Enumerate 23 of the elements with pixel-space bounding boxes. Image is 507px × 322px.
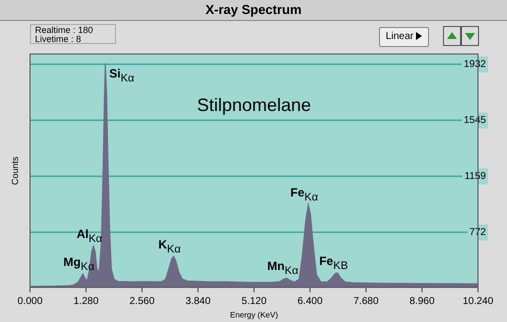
x-tick-label: 0.000 <box>17 296 43 308</box>
x-axis-title: Energy (KeV) <box>230 310 278 320</box>
annotation: AlKα <box>76 226 103 245</box>
annotation: MgKα <box>63 254 96 273</box>
x-tick-label: 10.240 <box>462 296 494 308</box>
x-tick-label: 5.120 <box>241 296 267 308</box>
annotation: MnKα <box>267 259 299 278</box>
annotation: FeKα <box>290 186 319 204</box>
y-axis-title: Counts <box>10 156 20 185</box>
x-tick-label: 2.560 <box>129 296 155 308</box>
annotation: Stilpnomelane <box>196 95 312 115</box>
text: Livetime : 8 <box>35 34 82 44</box>
text: Linear <box>386 31 414 42</box>
annotation: FeKB <box>319 254 348 272</box>
x-tick-label: 8.960 <box>409 296 435 308</box>
chart-title: X-ray Spectrum <box>199 2 308 17</box>
x-tick-label: 7.680 <box>353 296 379 308</box>
annotation: SiKα <box>109 66 135 84</box>
x-tick-label: 3.840 <box>185 296 211 308</box>
text: Realtime : 180 <box>35 25 94 35</box>
x-tick-label: 1.280 <box>73 296 99 308</box>
annotation: KKα <box>158 237 182 256</box>
x-tick-label: 6.400 <box>297 296 323 308</box>
